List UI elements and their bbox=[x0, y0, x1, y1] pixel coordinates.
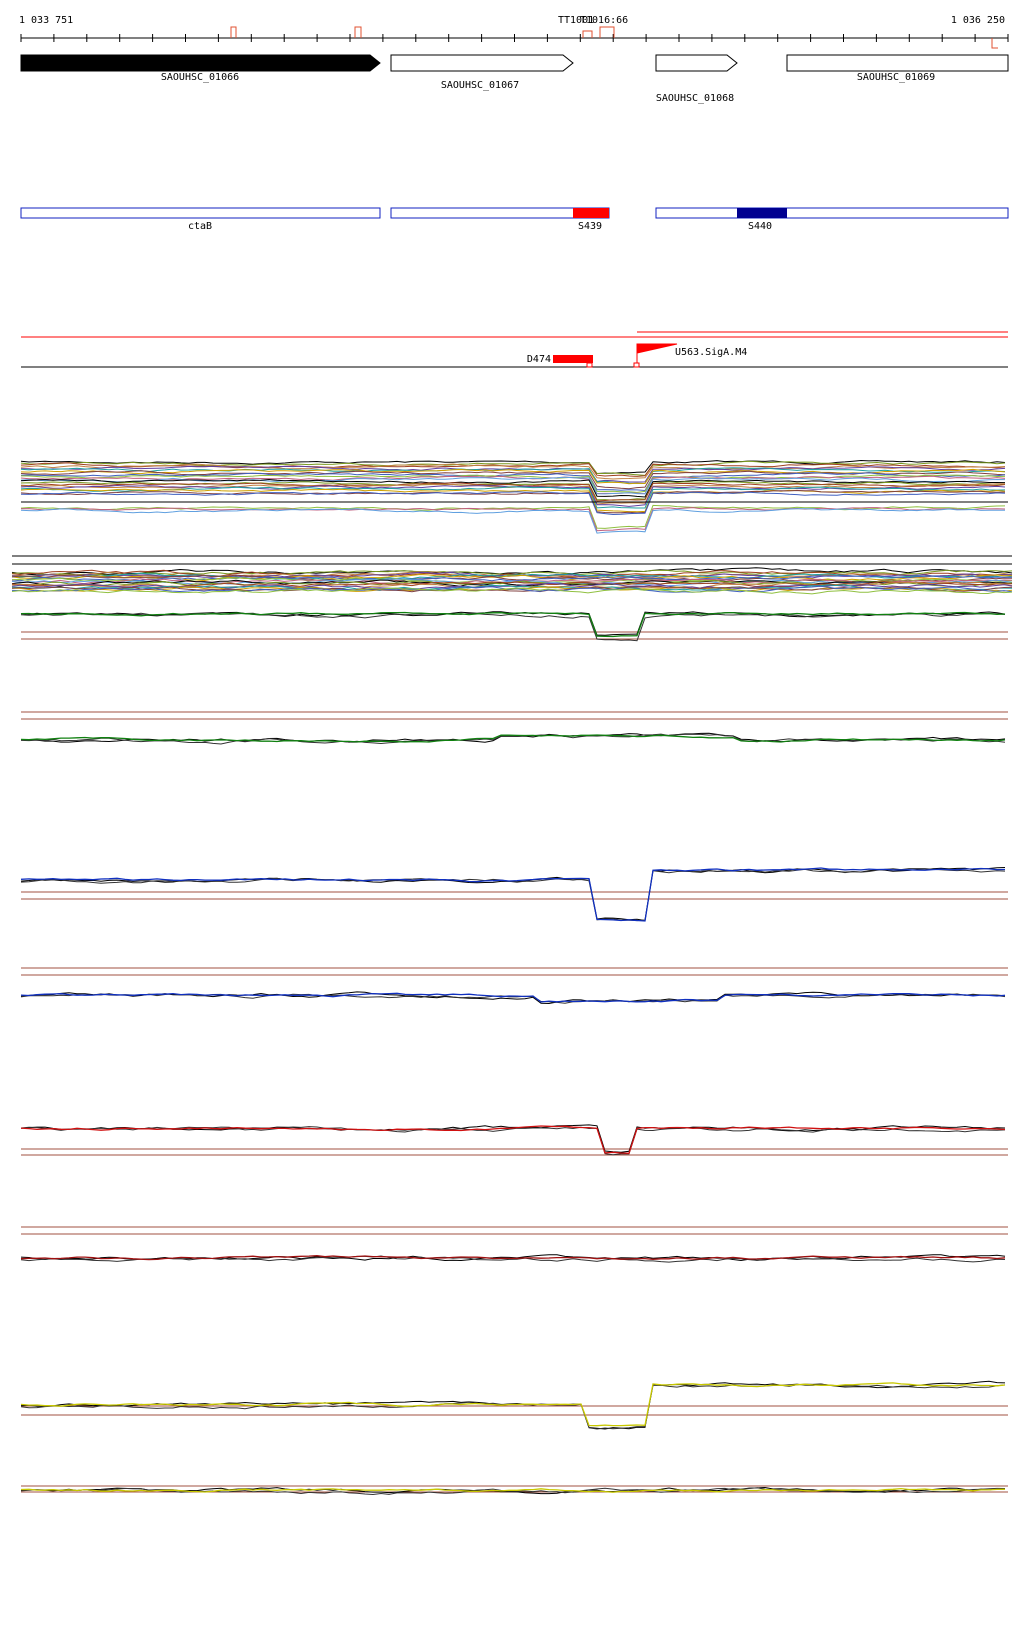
expression-tracks bbox=[11, 459, 1013, 1496]
expression-line bbox=[20, 734, 1006, 743]
gene-arrow bbox=[655, 54, 738, 72]
expression-line bbox=[20, 474, 1006, 493]
expression-line bbox=[20, 491, 1006, 516]
expression-line bbox=[20, 465, 1006, 483]
expression-line bbox=[20, 462, 1006, 477]
gene-arrow bbox=[390, 54, 574, 72]
expression-line bbox=[20, 1126, 1006, 1156]
gene-label: SAOUHSC_01069 bbox=[857, 72, 935, 83]
expression-line bbox=[20, 1125, 1006, 1154]
operon-label: ctaB bbox=[188, 221, 212, 232]
expression-line bbox=[20, 1383, 1006, 1430]
expression-line bbox=[20, 611, 1006, 642]
expression-line bbox=[11, 574, 1013, 582]
feature-label: D474 bbox=[527, 354, 551, 365]
operon-bar bbox=[655, 207, 1009, 219]
expression-line bbox=[20, 1255, 1006, 1261]
ruler-marker: TT1001 bbox=[558, 15, 594, 26]
expression-line bbox=[20, 611, 1006, 638]
ruler-marker: T1016:66 bbox=[580, 15, 628, 26]
operon-label: S439 bbox=[578, 221, 602, 232]
expression-line bbox=[20, 1487, 1006, 1496]
expression-line bbox=[20, 508, 1006, 534]
expression-line bbox=[20, 463, 1006, 480]
expression-line bbox=[20, 992, 1006, 1003]
gene-arrow bbox=[20, 54, 381, 72]
gene-arrow bbox=[786, 54, 1009, 72]
expression-line bbox=[20, 1487, 1006, 1493]
expression-line bbox=[20, 867, 1006, 922]
expression-line bbox=[20, 1254, 1006, 1262]
expression-line bbox=[11, 567, 1013, 576]
ruler-flags bbox=[230, 26, 998, 49]
expression-line bbox=[20, 867, 1006, 922]
ruler-start: 1 033 751 bbox=[19, 15, 73, 26]
feature-label: U563.SigA.M4 bbox=[675, 347, 747, 358]
expression-line bbox=[20, 470, 1006, 490]
gene-label: SAOUHSC_01068 bbox=[656, 93, 734, 104]
expression-line bbox=[20, 468, 1006, 485]
expression-line bbox=[20, 478, 1006, 498]
expression-line bbox=[20, 459, 1006, 475]
expression-line bbox=[20, 868, 1006, 922]
expression-line bbox=[20, 472, 1006, 492]
gene-label: SAOUHSC_01066 bbox=[161, 72, 239, 83]
expression-line bbox=[11, 585, 1013, 593]
expression-line bbox=[11, 584, 1013, 592]
expression-line bbox=[20, 482, 1006, 502]
terminator-foot bbox=[586, 362, 593, 368]
operon-highlight bbox=[737, 208, 787, 218]
gene-label: SAOUHSC_01067 bbox=[441, 80, 519, 91]
promoter-foot bbox=[633, 362, 640, 368]
expression-line bbox=[20, 1255, 1006, 1263]
operon-label: S440 bbox=[748, 221, 772, 232]
ruler-ticks bbox=[20, 34, 1009, 42]
operon-bar bbox=[20, 207, 381, 219]
promoter bbox=[636, 343, 678, 367]
expression-line bbox=[20, 1382, 1006, 1427]
expression-line bbox=[11, 587, 1013, 595]
expression-line bbox=[20, 486, 1006, 509]
expression-line bbox=[20, 489, 1006, 514]
ruler-end: 1 036 250 bbox=[951, 15, 1005, 26]
terminator bbox=[553, 355, 593, 363]
expression-line bbox=[20, 460, 1006, 476]
expression-line bbox=[11, 579, 1013, 587]
operon-highlight bbox=[573, 208, 609, 218]
expression-line bbox=[11, 585, 1013, 593]
